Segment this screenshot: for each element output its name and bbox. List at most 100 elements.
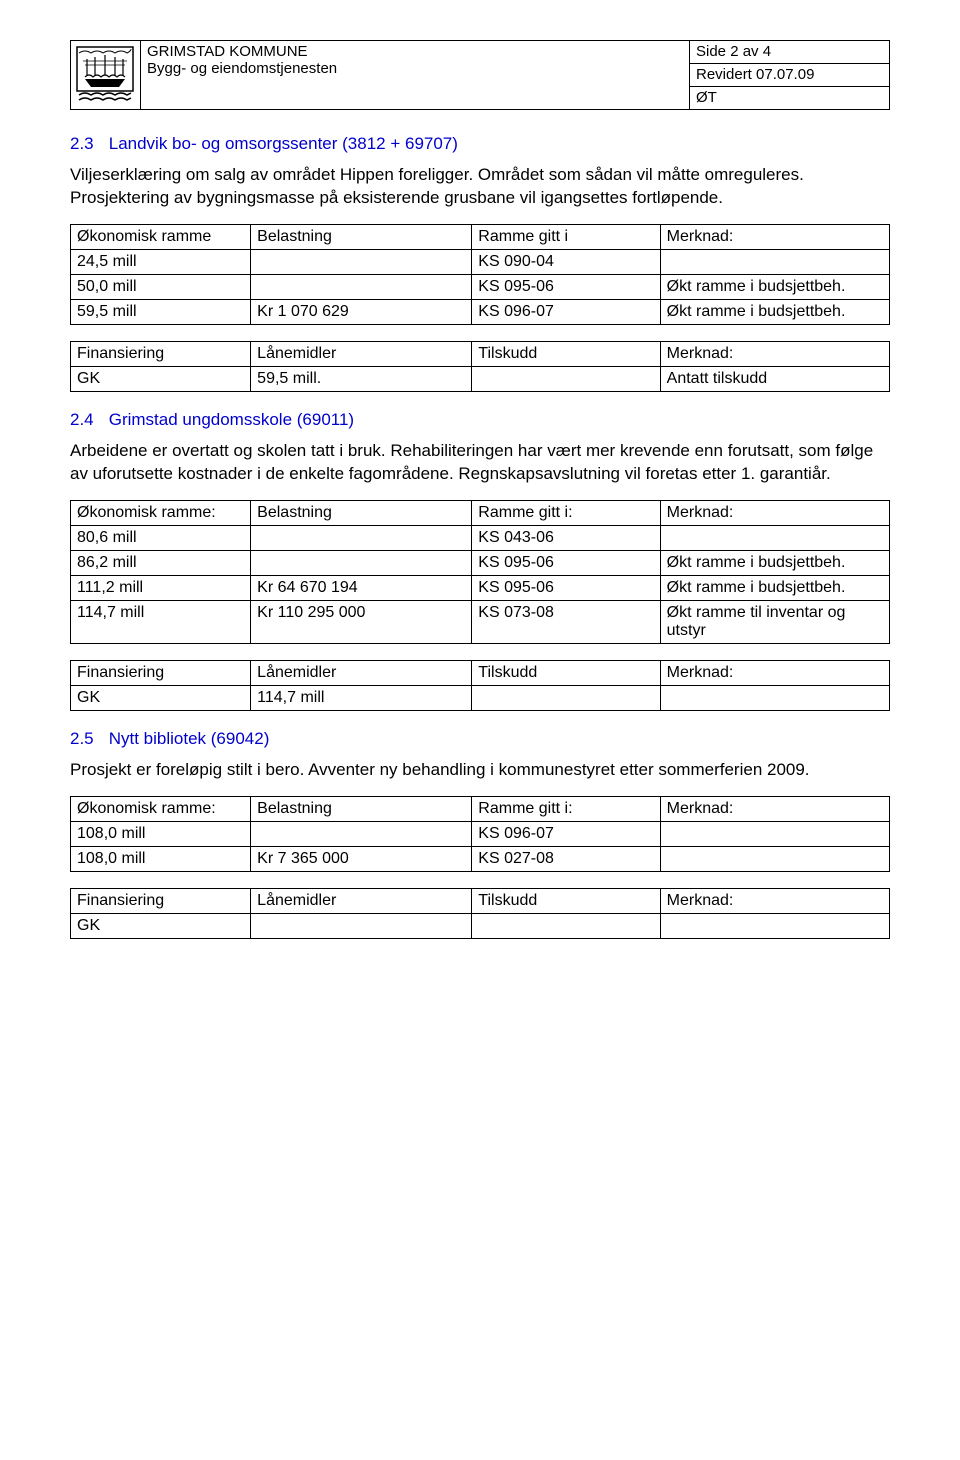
table-cell: Kr 7 365 000 bbox=[251, 846, 472, 871]
table-header-cell: Tilskudd bbox=[472, 341, 660, 366]
page-info: Side 2 av 4 bbox=[690, 41, 890, 64]
section-25-paragraph: Prosjekt er foreløpig stilt i bero. Avve… bbox=[70, 759, 890, 782]
table-header-cell: Ramme gitt i bbox=[472, 224, 660, 249]
table-cell bbox=[472, 366, 660, 391]
document-header: GRIMSTAD KOMMUNE Bygg- og eiendomstjenes… bbox=[70, 40, 890, 110]
table-cell bbox=[251, 274, 472, 299]
table-cell: KS 073-08 bbox=[472, 600, 660, 643]
table-cell: Kr 64 670 194 bbox=[251, 575, 472, 600]
table-cell bbox=[660, 846, 889, 871]
table-cell bbox=[472, 685, 660, 710]
section-25-financing-table: Finansiering Lånemidler Tilskudd Merknad… bbox=[70, 888, 890, 939]
table-cell bbox=[660, 249, 889, 274]
section-num: 2.5 bbox=[70, 729, 104, 749]
table-cell bbox=[251, 821, 472, 846]
table-cell: 50,0 mill bbox=[71, 274, 251, 299]
section-title: Nytt bibliotek (69042) bbox=[109, 729, 270, 748]
table-cell: KS 027-08 bbox=[472, 846, 660, 871]
table-header-cell: Tilskudd bbox=[472, 888, 660, 913]
table-cell: KS 095-06 bbox=[472, 274, 660, 299]
section-heading-24: 2.4 Grimstad ungdomsskole (69011) bbox=[70, 410, 890, 430]
table-cell: 114,7 mill bbox=[251, 685, 472, 710]
table-cell bbox=[472, 913, 660, 938]
table-header-cell: Merknad: bbox=[660, 500, 889, 525]
table-cell: KS 095-06 bbox=[472, 575, 660, 600]
table-cell: Kr 1 070 629 bbox=[251, 299, 472, 324]
table-header-cell: Merknad: bbox=[660, 341, 889, 366]
table-header-cell: Økonomisk ramme: bbox=[71, 796, 251, 821]
section-num: 2.3 bbox=[70, 134, 104, 154]
table-header-cell: Belastning bbox=[251, 224, 472, 249]
table-cell: 108,0 mill bbox=[71, 821, 251, 846]
table-cell: Økt ramme i budsjettbeh. bbox=[660, 299, 889, 324]
doc-code: ØT bbox=[690, 87, 890, 110]
section-23-paragraph: Viljeserklæring om salg av området Hippe… bbox=[70, 164, 890, 210]
table-header-cell: Finansiering bbox=[71, 660, 251, 685]
table-header-cell: Lånemidler bbox=[251, 660, 472, 685]
section-23-economic-table: Økonomisk ramme Belastning Ramme gitt i … bbox=[70, 224, 890, 325]
table-cell bbox=[251, 525, 472, 550]
table-cell: Økt ramme i budsjettbeh. bbox=[660, 274, 889, 299]
table-cell bbox=[660, 913, 889, 938]
table-cell: KS 096-07 bbox=[472, 299, 660, 324]
section-num: 2.4 bbox=[70, 410, 104, 430]
table-header-cell: Ramme gitt i: bbox=[472, 500, 660, 525]
section-title: Grimstad ungdomsskole (69011) bbox=[109, 410, 354, 429]
table-header-cell: Merknad: bbox=[660, 224, 889, 249]
table-cell: 80,6 mill bbox=[71, 525, 251, 550]
table-cell: KS 096-07 bbox=[472, 821, 660, 846]
table-header-cell: Tilskudd bbox=[472, 660, 660, 685]
table-cell: KS 090-04 bbox=[472, 249, 660, 274]
revised-date: Revidert 07.07.09 bbox=[690, 64, 890, 87]
table-cell: 111,2 mill bbox=[71, 575, 251, 600]
table-header-cell: Belastning bbox=[251, 500, 472, 525]
logo-cell bbox=[71, 41, 141, 110]
table-header-cell: Lånemidler bbox=[251, 341, 472, 366]
table-cell: Antatt tilskudd bbox=[660, 366, 889, 391]
org-dept: Bygg- og eiendomstjenesten bbox=[147, 60, 683, 77]
section-heading-25: 2.5 Nytt bibliotek (69042) bbox=[70, 729, 890, 749]
table-cell bbox=[251, 249, 472, 274]
org-cell: GRIMSTAD KOMMUNE Bygg- og eiendomstjenes… bbox=[141, 41, 690, 110]
table-header-cell: Merknad: bbox=[660, 660, 889, 685]
table-cell: GK bbox=[71, 366, 251, 391]
table-header-cell: Økonomisk ramme: bbox=[71, 500, 251, 525]
table-header-cell: Merknad: bbox=[660, 888, 889, 913]
table-cell: 59,5 mill bbox=[71, 299, 251, 324]
table-cell: Økt ramme i budsjettbeh. bbox=[660, 575, 889, 600]
table-cell bbox=[660, 525, 889, 550]
table-cell: 114,7 mill bbox=[71, 600, 251, 643]
table-header-cell: Finansiering bbox=[71, 341, 251, 366]
table-header-cell: Økonomisk ramme bbox=[71, 224, 251, 249]
table-cell: 108,0 mill bbox=[71, 846, 251, 871]
municipal-crest-icon bbox=[75, 45, 135, 105]
table-cell bbox=[251, 550, 472, 575]
table-cell: KS 095-06 bbox=[472, 550, 660, 575]
table-header-cell: Finansiering bbox=[71, 888, 251, 913]
table-header-cell: Ramme gitt i: bbox=[472, 796, 660, 821]
document-page: GRIMSTAD KOMMUNE Bygg- og eiendomstjenes… bbox=[0, 0, 960, 1015]
table-cell bbox=[660, 821, 889, 846]
section-25-economic-table: Økonomisk ramme: Belastning Ramme gitt i… bbox=[70, 796, 890, 872]
table-cell: Økt ramme i budsjettbeh. bbox=[660, 550, 889, 575]
table-header-cell: Belastning bbox=[251, 796, 472, 821]
section-title: Landvik bo- og omsorgssenter (3812 + 697… bbox=[109, 134, 458, 153]
table-cell: GK bbox=[71, 685, 251, 710]
table-cell: Kr 110 295 000 bbox=[251, 600, 472, 643]
table-cell bbox=[251, 913, 472, 938]
table-header-cell: Lånemidler bbox=[251, 888, 472, 913]
table-cell: 24,5 mill bbox=[71, 249, 251, 274]
table-header-cell: Merknad: bbox=[660, 796, 889, 821]
table-cell: Økt ramme til inventar og utstyr bbox=[660, 600, 889, 643]
section-24-paragraph: Arbeidene er overtatt og skolen tatt i b… bbox=[70, 440, 890, 486]
table-cell bbox=[660, 685, 889, 710]
section-24-financing-table: Finansiering Lånemidler Tilskudd Merknad… bbox=[70, 660, 890, 711]
section-23-financing-table: Finansiering Lånemidler Tilskudd Merknad… bbox=[70, 341, 890, 392]
section-24-economic-table: Økonomisk ramme: Belastning Ramme gitt i… bbox=[70, 500, 890, 644]
org-name: GRIMSTAD KOMMUNE bbox=[147, 43, 683, 60]
section-heading-23: 2.3 Landvik bo- og omsorgssenter (3812 +… bbox=[70, 134, 890, 154]
table-cell: 59,5 mill. bbox=[251, 366, 472, 391]
table-cell: 86,2 mill bbox=[71, 550, 251, 575]
table-cell: KS 043-06 bbox=[472, 525, 660, 550]
table-cell: GK bbox=[71, 913, 251, 938]
